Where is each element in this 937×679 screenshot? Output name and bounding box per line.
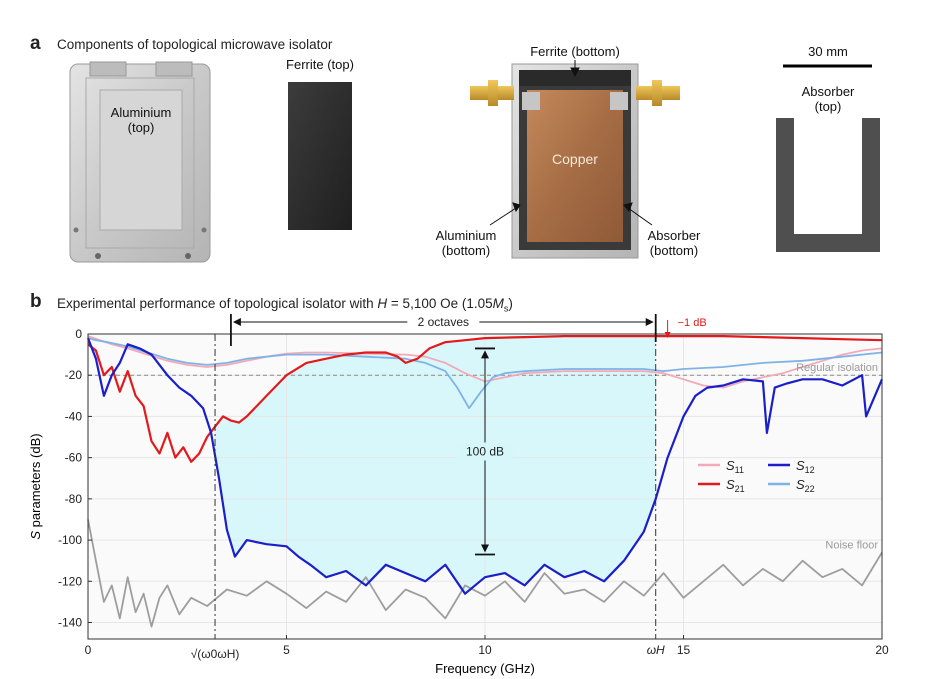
label-absorber-bottom: Absorber (bottom) bbox=[647, 228, 701, 258]
y-tick-label: -100 bbox=[58, 533, 82, 547]
isolation-band bbox=[215, 336, 656, 594]
label-aluminium-top: Aluminium (top) bbox=[110, 105, 172, 135]
legend-label-s21: S21 bbox=[726, 477, 745, 494]
y-tick-label: -140 bbox=[58, 616, 82, 630]
legend-label-s11: S11 bbox=[726, 458, 744, 475]
series-s11-line bbox=[87, 335, 883, 389]
y-tick-label: -20 bbox=[65, 368, 83, 382]
omegaH-label: ωH bbox=[647, 643, 665, 657]
x-tick-label: 20 bbox=[875, 643, 889, 657]
aluminium-top-photo bbox=[69, 61, 211, 263]
isolation-label-bg bbox=[457, 442, 513, 461]
panel-a-photos bbox=[69, 60, 880, 263]
x-tick-label: 10 bbox=[478, 643, 492, 657]
noise-floor-label: Noise floor bbox=[825, 539, 878, 551]
octave-label-bg bbox=[407, 314, 480, 330]
y-tick-label: -120 bbox=[58, 574, 82, 588]
ferrite-top-photo bbox=[288, 82, 352, 230]
pointer-arrows bbox=[489, 60, 653, 226]
panel-b-letter: b bbox=[30, 291, 42, 312]
label-aluminium-bottom: Aluminium (bottom) bbox=[435, 228, 497, 258]
label-absorber-top: Absorber (top) bbox=[801, 84, 855, 114]
octave-label: 2 octaves bbox=[418, 315, 469, 329]
assembled-bottom-photo bbox=[470, 63, 680, 259]
y-tick-label: -80 bbox=[65, 492, 83, 506]
label-copper: Copper bbox=[552, 151, 598, 167]
scale-bar-label: 30 mm bbox=[808, 44, 848, 59]
octave-arrow-right bbox=[645, 318, 654, 326]
minus1db-arrow-head bbox=[664, 332, 671, 338]
x-axis-label: Frequency (GHz) bbox=[435, 661, 535, 676]
x-tick-label: 0 bbox=[85, 643, 92, 657]
panel-b-caption: Experimental performance of topological … bbox=[57, 296, 513, 314]
label-ferrite-top: Ferrite (top) bbox=[286, 57, 354, 72]
regular-isolation-label: Regular isolation bbox=[796, 362, 878, 374]
isolation-arrow-up bbox=[481, 350, 489, 359]
series-s21-line bbox=[87, 335, 883, 463]
y-tick-label: -40 bbox=[65, 409, 83, 423]
isolation-label: 100 dB bbox=[466, 444, 504, 458]
panel-a-letter: a bbox=[30, 33, 41, 54]
isolation-arrow-down bbox=[481, 544, 489, 553]
absorber-top-photo bbox=[776, 118, 880, 252]
y-axis-label: S parameters (dB) bbox=[28, 433, 43, 539]
panel-a-caption: Components of topological microwave isol… bbox=[57, 37, 333, 52]
label-ferrite-bottom: Ferrite (bottom) bbox=[530, 44, 620, 59]
legend-label-s12: S12 bbox=[796, 458, 815, 475]
x-tick-label: 5 bbox=[283, 643, 290, 657]
x-tick-label: 15 bbox=[677, 643, 691, 657]
legend-label-s22: S22 bbox=[796, 477, 815, 494]
y-tick-label: 0 bbox=[75, 327, 82, 341]
y-tick-label: -60 bbox=[65, 451, 83, 465]
sqrt-omega0-omegaH-label: √(ω0ωH) bbox=[191, 647, 240, 661]
series-s12-line bbox=[86, 337, 884, 595]
octave-arrow-left bbox=[232, 318, 241, 326]
minus1db-label: −1 dB bbox=[678, 317, 707, 329]
series-s22-line bbox=[87, 337, 883, 410]
series-noise-floor-line bbox=[87, 519, 883, 628]
